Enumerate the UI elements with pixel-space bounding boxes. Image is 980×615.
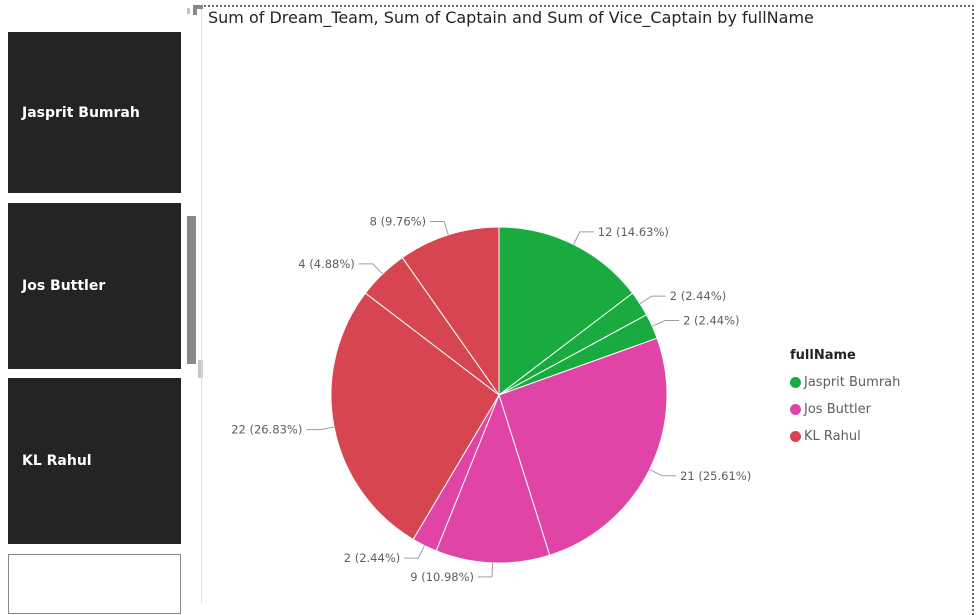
label-leader-line [358, 263, 383, 275]
scroll-marker [187, 8, 190, 14]
visual-focus-border [200, 5, 974, 615]
label-leader-line [306, 426, 335, 431]
slicer-item-label: KL Rahul [22, 453, 92, 469]
slicer-item-label: Jos Buttler [22, 278, 106, 294]
pie-data-label: 8 (9.76%) [370, 214, 426, 228]
legend-label: Jasprit Bumrah [804, 375, 901, 390]
pie-slice[interactable] [498, 226, 634, 397]
pie-data-label: 2 (2.44%) [344, 551, 400, 565]
label-leader-line [478, 562, 494, 578]
pie-data-label: 22 (26.83%) [231, 423, 302, 437]
pie-data-label: 4 (4.88%) [298, 257, 354, 271]
pie-data-labels: 12 (14.63%) 2 (2.44%) 2 (2.44%) 21 (25.61%)… [231, 214, 751, 583]
legend-item-jasprit-bumrah[interactable]: Jasprit Bumrah [790, 369, 900, 396]
label-leader-line [639, 295, 666, 305]
label-leader-line [649, 469, 677, 477]
label-leader-line [430, 220, 449, 235]
panel-divider [201, 8, 202, 603]
pie-data-label: 2 (2.44%) [683, 314, 739, 328]
pie-data-label: 21 (25.61%) [680, 469, 751, 483]
pie-slice[interactable] [435, 393, 551, 564]
label-leader-line [404, 545, 425, 559]
label-leader-line [573, 231, 594, 245]
pie-slice[interactable] [330, 292, 500, 541]
visual-resize-handle[interactable] [193, 5, 203, 15]
pie-slices [330, 226, 668, 564]
chart-title: Sum of Dream_Team, Sum of Captain and Su… [208, 8, 814, 27]
legend-item-kl-rahul[interactable]: KL Rahul [790, 423, 900, 450]
legend-label: KL Rahul [804, 429, 861, 444]
legend-marker [790, 377, 801, 388]
pie-data-label: 2 (2.44%) [670, 289, 726, 303]
legend-label: Jos Buttler [804, 402, 871, 417]
pie-data-label: 9 (10.98%) [410, 570, 474, 584]
slicer-item-label: Jasprit Bumrah [22, 104, 140, 121]
chart-legend: fullName Jasprit Bumrah Jos Buttler KL R… [790, 348, 900, 450]
slicer-scrollbar-thumb[interactable] [187, 216, 196, 364]
slicer-item-jasprit-bumrah[interactable]: Jasprit Bumrah [8, 32, 181, 193]
label-leader-line [652, 320, 680, 327]
scroll-marker [198, 360, 203, 378]
legend-title: fullName [790, 348, 856, 363]
legend-item-jos-buttler[interactable]: Jos Buttler [790, 396, 900, 423]
legend-marker [790, 431, 801, 442]
legend-marker [790, 404, 801, 415]
pie-data-label: 12 (14.63%) [598, 225, 669, 239]
slicer-item-kl-rahul[interactable]: KL Rahul [8, 378, 181, 544]
name-slicer: Jasprit Bumrah Jos Buttler KL Rahul [0, 0, 203, 614]
slicer-item-jos-buttler[interactable]: Jos Buttler [8, 203, 181, 369]
